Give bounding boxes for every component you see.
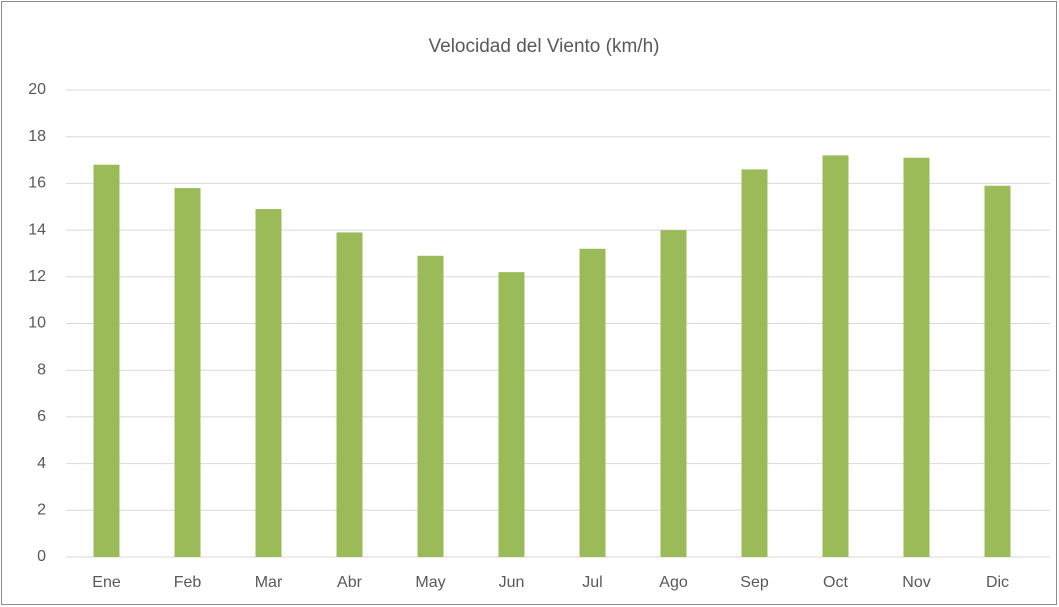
x-tick-label: Ago — [659, 574, 688, 591]
y-tick-label: 10 — [28, 315, 46, 332]
bar — [93, 164, 120, 557]
bar — [417, 255, 444, 557]
y-tick-label: 2 — [37, 502, 46, 519]
bar — [660, 230, 687, 557]
x-tick-label: Abr — [337, 574, 363, 591]
bar — [741, 169, 768, 557]
x-tick-label: Oct — [823, 574, 848, 591]
bar — [498, 272, 525, 557]
x-tick-label: Mar — [255, 574, 283, 591]
y-tick-label: 4 — [37, 455, 46, 472]
x-tick-label: Dic — [986, 574, 1009, 591]
bar — [903, 157, 930, 557]
x-tick-label: May — [415, 574, 445, 591]
bar — [336, 232, 363, 557]
bar — [822, 155, 849, 557]
x-tick-label: Feb — [174, 574, 202, 591]
y-tick-label: 6 — [37, 408, 46, 425]
x-tick-label: Sep — [740, 574, 769, 591]
y-tick-label: 8 — [37, 361, 46, 378]
bar — [255, 209, 282, 557]
x-tick-label: Jul — [582, 574, 602, 591]
bar — [579, 248, 606, 557]
chart-title: Velocidad del Viento (km/h) — [429, 36, 660, 57]
bar — [984, 185, 1011, 558]
x-tick-label: Nov — [902, 574, 930, 591]
y-tick-label: 12 — [28, 268, 46, 285]
x-tick-label: Jun — [499, 574, 525, 591]
y-tick-label: 14 — [28, 221, 46, 238]
y-tick-label: 20 — [28, 81, 46, 98]
y-tick-label: 18 — [28, 128, 46, 145]
x-tick-label: Ene — [92, 574, 121, 591]
y-tick-label: 16 — [28, 175, 46, 192]
y-tick-label: 0 — [37, 548, 46, 565]
bar — [174, 188, 201, 557]
